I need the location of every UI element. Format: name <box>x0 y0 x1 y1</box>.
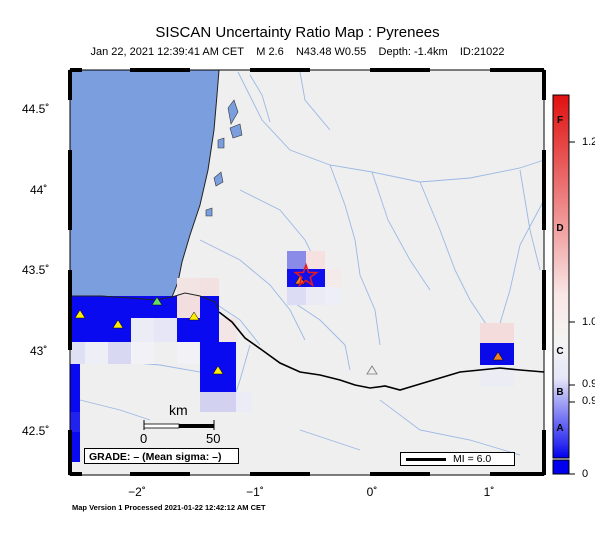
scale-bar <box>143 420 215 430</box>
lake <box>217 137 225 149</box>
triangle-icon <box>188 311 200 321</box>
map-subtitle: Jan 22, 2021 12:39:41 AM CET M 2.6 N43.4… <box>0 46 595 58</box>
grade-letter: D <box>556 223 564 234</box>
colorbar-tick-label: 0.9 <box>582 395 595 407</box>
event-location: N43.48 W0.55 <box>295 46 367 58</box>
lat-label: 43˚ <box>30 344 48 358</box>
scale-start: 0 <box>140 431 148 446</box>
triangle-icon <box>366 365 378 375</box>
scale-unit: km <box>169 402 188 418</box>
lon-label: 0˚ <box>366 485 378 499</box>
coastline <box>70 292 220 311</box>
event-magnitude: M 2.6 <box>256 46 284 58</box>
colorbar-ticks <box>569 141 575 475</box>
lon-label: −2˚ <box>128 485 146 499</box>
colorbar-tick-label: 1.0 <box>582 316 595 328</box>
lake <box>229 123 243 139</box>
rivers <box>79 71 545 456</box>
triangle-icon <box>74 309 86 319</box>
colorbar <box>552 94 570 459</box>
scale-end: 50 <box>206 431 221 446</box>
grade-letter: A <box>556 423 564 434</box>
map-title: SISCAN Uncertainty Ratio Map : Pyrenees <box>155 24 440 41</box>
grade-letter: B <box>556 387 564 398</box>
map-footer: Map Version 1 Processed 2021-01-22 12:42… <box>72 503 266 512</box>
grade-letter: F <box>556 115 564 126</box>
uncertainty-grid <box>70 251 514 462</box>
event-depth: Depth: -1.4km <box>378 46 448 58</box>
grade-box: GRADE: – (Mean sigma: –) <box>84 448 239 464</box>
lake <box>213 171 224 187</box>
triangle-icon <box>492 351 504 361</box>
lat-label: 42.5˚ <box>22 424 50 438</box>
event-id: ID:21022 <box>459 46 505 58</box>
lon-label: −1˚ <box>246 485 264 499</box>
event-datetime: Jan 22, 2021 12:39:41 AM CET <box>90 46 244 58</box>
colorbar-min-swatch <box>552 459 570 475</box>
mi-box: MI = 6.0 <box>400 452 515 466</box>
colorbar-tick-label: 0 <box>582 468 589 480</box>
triangle-icon <box>151 296 163 306</box>
lake <box>205 207 213 217</box>
lon-label: 1˚ <box>483 485 495 499</box>
lat-label: 44˚ <box>30 183 48 197</box>
frame-ticks <box>68 68 546 476</box>
lat-label: 43.5˚ <box>22 263 50 277</box>
triangle-icon <box>112 319 124 329</box>
lat-label: 44.5˚ <box>22 102 50 116</box>
mi-bar <box>406 458 446 461</box>
mi-label: MI = 6.0 <box>453 453 492 465</box>
country-border <box>218 311 545 391</box>
star-icon <box>293 262 319 287</box>
triangle-icon <box>212 365 224 375</box>
grade-letter: C <box>556 346 564 357</box>
lake <box>227 99 239 125</box>
colorbar-tick-label: 1.2 <box>582 136 595 148</box>
colorbar-tick-label: 0.9 <box>582 378 595 390</box>
